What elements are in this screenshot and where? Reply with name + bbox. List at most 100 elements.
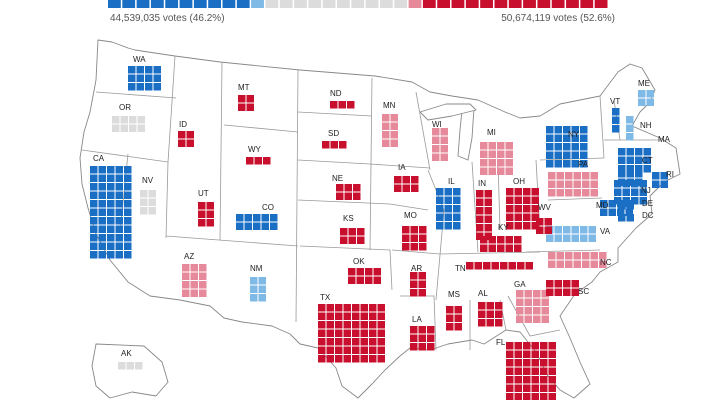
electoral-vote-square bbox=[488, 236, 496, 244]
electoral-vote-square bbox=[178, 131, 186, 139]
electoral-vote-square bbox=[554, 126, 562, 134]
vote-bar-segment-solid-dem bbox=[193, 0, 207, 8]
electoral-vote-square bbox=[488, 167, 496, 175]
electoral-vote-square bbox=[120, 116, 128, 124]
electoral-vote-square bbox=[369, 304, 377, 312]
electoral-vote-square bbox=[540, 367, 548, 375]
electoral-vote-square bbox=[639, 188, 647, 196]
electoral-vote-square bbox=[410, 334, 418, 342]
electoral-vote-square bbox=[523, 367, 531, 375]
state-label-in: IN bbox=[478, 179, 486, 188]
electoral-vote-square bbox=[446, 306, 454, 314]
electoral-vote-square bbox=[533, 307, 541, 315]
electoral-vote-square bbox=[514, 393, 522, 400]
state-al-grid bbox=[478, 302, 503, 327]
electoral-vote-square bbox=[352, 346, 360, 354]
electoral-vote-square bbox=[182, 272, 190, 280]
electoral-vote-square bbox=[336, 184, 344, 192]
electoral-vote-square bbox=[523, 359, 531, 367]
state-label-ms: MS bbox=[448, 290, 460, 299]
electoral-vote-square bbox=[618, 165, 626, 173]
electoral-vote-square bbox=[107, 183, 115, 191]
electoral-vote-square bbox=[343, 338, 351, 346]
electoral-vote-square bbox=[336, 192, 344, 200]
state-ar-grid bbox=[410, 272, 426, 297]
electoral-vote-square bbox=[418, 326, 426, 334]
state-label-wi: WI bbox=[432, 120, 442, 129]
electoral-vote-square bbox=[444, 188, 452, 196]
electoral-vote-square bbox=[488, 150, 496, 158]
electoral-vote-square bbox=[514, 196, 522, 204]
electoral-vote-square bbox=[418, 272, 426, 280]
state-nv-grid bbox=[140, 190, 156, 215]
electoral-vote-square bbox=[548, 252, 556, 260]
electoral-vote-square bbox=[505, 236, 513, 244]
electoral-vote-square bbox=[238, 95, 246, 103]
state-label-nd: ND bbox=[330, 89, 342, 98]
electoral-vote-square bbox=[514, 367, 522, 375]
electoral-vote-square bbox=[136, 66, 144, 74]
electoral-vote-square bbox=[344, 192, 352, 200]
electoral-vote-square bbox=[453, 188, 461, 196]
state-grids bbox=[90, 66, 668, 400]
electoral-vote-square bbox=[495, 310, 503, 318]
electoral-vote-square bbox=[432, 153, 440, 161]
electoral-vote-square bbox=[480, 150, 488, 158]
electoral-vote-square bbox=[326, 338, 334, 346]
electoral-vote-square bbox=[140, 190, 148, 198]
electoral-vote-square bbox=[546, 234, 554, 242]
electoral-vote-square bbox=[352, 338, 360, 346]
electoral-vote-square bbox=[148, 207, 156, 215]
electoral-vote-square bbox=[112, 116, 120, 124]
electoral-vote-square bbox=[153, 66, 161, 74]
state-ga-grid bbox=[516, 290, 549, 323]
electoral-vote-square bbox=[453, 222, 461, 230]
electoral-vote-square bbox=[128, 74, 136, 82]
electoral-vote-square bbox=[546, 151, 554, 159]
electoral-vote-square bbox=[373, 268, 381, 276]
electoral-vote-square bbox=[466, 262, 474, 270]
electoral-vote-square bbox=[258, 285, 266, 293]
electoral-vote-square bbox=[369, 312, 377, 320]
electoral-vote-square bbox=[506, 205, 514, 213]
electoral-vote-square bbox=[236, 222, 244, 230]
state-mt-grid bbox=[238, 95, 254, 111]
state-label-oh: OH bbox=[513, 177, 525, 186]
electoral-vote-square bbox=[107, 174, 115, 182]
state-label-id: ID bbox=[179, 120, 187, 129]
electoral-vote-square bbox=[626, 214, 634, 222]
electoral-vote-square bbox=[145, 66, 153, 74]
electoral-vote-square bbox=[206, 202, 214, 210]
electoral-vote-square bbox=[618, 214, 626, 222]
electoral-vote-square bbox=[563, 151, 571, 159]
vote-bar-segment-tossup bbox=[394, 0, 408, 8]
electoral-vote-square bbox=[107, 234, 115, 242]
state-ms-grid bbox=[446, 306, 462, 331]
electoral-vote-square bbox=[140, 207, 148, 215]
electoral-vote-square bbox=[622, 180, 630, 188]
electoral-vote-square bbox=[330, 101, 338, 109]
electoral-vote-square bbox=[432, 145, 440, 153]
electoral-vote-square bbox=[199, 272, 207, 280]
state-label-tx: TX bbox=[320, 293, 331, 302]
electoral-vote-square bbox=[571, 288, 579, 296]
electoral-vote-square bbox=[554, 143, 562, 151]
electoral-vote-square bbox=[523, 222, 531, 230]
electoral-vote-square bbox=[617, 208, 625, 216]
electoral-vote-square bbox=[554, 280, 562, 288]
electoral-vote-square bbox=[646, 90, 654, 98]
electoral-vote-square bbox=[335, 321, 343, 329]
electoral-vote-square bbox=[190, 289, 198, 297]
electoral-vote-square bbox=[635, 156, 643, 164]
electoral-vote-square bbox=[556, 189, 564, 197]
state-dc-grid bbox=[618, 214, 634, 222]
state-label-sc: SC bbox=[578, 287, 589, 296]
electoral-vote-square bbox=[478, 302, 486, 310]
state-label-il: IL bbox=[448, 177, 455, 186]
electoral-vote-square bbox=[556, 180, 564, 188]
electoral-vote-square bbox=[582, 180, 590, 188]
electoral-vote-square bbox=[580, 226, 588, 234]
electoral-vote-square bbox=[546, 126, 554, 134]
electoral-vote-square bbox=[533, 290, 541, 298]
vote-bar-segment-solid-rep bbox=[523, 0, 536, 8]
